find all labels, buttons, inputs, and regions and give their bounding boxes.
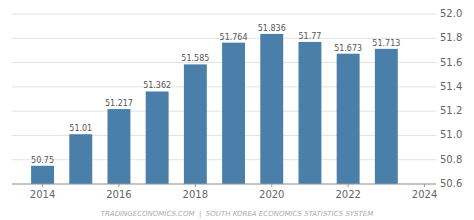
x-tick [271, 184, 272, 187]
chart: 50.6 50.8 51.0 51.2 51.4 51.6 51.8 52.0 50.75 51.… [0, 0, 474, 220]
bar [337, 54, 360, 184]
x-tick [195, 184, 196, 187]
grid [12, 14, 436, 184]
data-label: 51.77 [298, 32, 321, 41]
x-axis-line [12, 184, 436, 185]
x-tick [118, 184, 119, 187]
annotation: TRADINGECONOMICS.COM | SOUTH KOREA ECONO… [101, 210, 374, 218]
data-labels: 50.75 51.01 51.217 51.362 51.585 51.764 51.836… [31, 24, 400, 165]
y-tick-label: 50.8 [440, 154, 462, 165]
y-tick-label: 51.4 [440, 81, 462, 92]
x-tick-label: 2024 [412, 189, 437, 200]
data-label: 51.673 [334, 44, 362, 53]
y-tick-label: 52.0 [440, 8, 462, 19]
background [0, 0, 474, 220]
grid-line [12, 184, 436, 185]
data-label: 51.585 [181, 54, 209, 63]
x-tick-label: 2018 [183, 189, 208, 200]
y-tick-label: 51.8 [440, 32, 462, 43]
x-tick-label: 2016 [106, 189, 131, 200]
bar [375, 49, 398, 184]
data-label: 51.362 [143, 81, 171, 90]
y-tick-label: 50.6 [440, 178, 462, 189]
bar [184, 64, 207, 184]
bar [222, 43, 245, 184]
x-tick-label: 2014 [30, 189, 55, 200]
x-tick [348, 184, 349, 187]
x-tick-label: 2022 [335, 189, 360, 200]
x-tick [42, 184, 43, 187]
data-label: 51.01 [69, 124, 92, 133]
data-label: 51.836 [258, 24, 286, 33]
data-label: 51.764 [220, 33, 248, 42]
grid-line [12, 14, 436, 15]
data-label: 51.217 [105, 99, 133, 108]
bar [298, 42, 321, 184]
y-tick-label: 51.0 [440, 129, 462, 140]
bar [31, 166, 54, 184]
x-tick-label: 2020 [259, 189, 284, 200]
y-tick-label: 51.6 [440, 57, 462, 68]
y-tick-label: 51.2 [440, 105, 462, 116]
bar [107, 109, 130, 184]
data-label: 50.75 [31, 156, 54, 165]
bar [69, 134, 92, 184]
bar [260, 34, 283, 184]
x-tick [424, 184, 425, 187]
bar [146, 91, 169, 184]
data-label: 51.713 [372, 39, 400, 48]
x-axis: 2014 2016 2018 2020 2022 2024 [30, 184, 437, 200]
